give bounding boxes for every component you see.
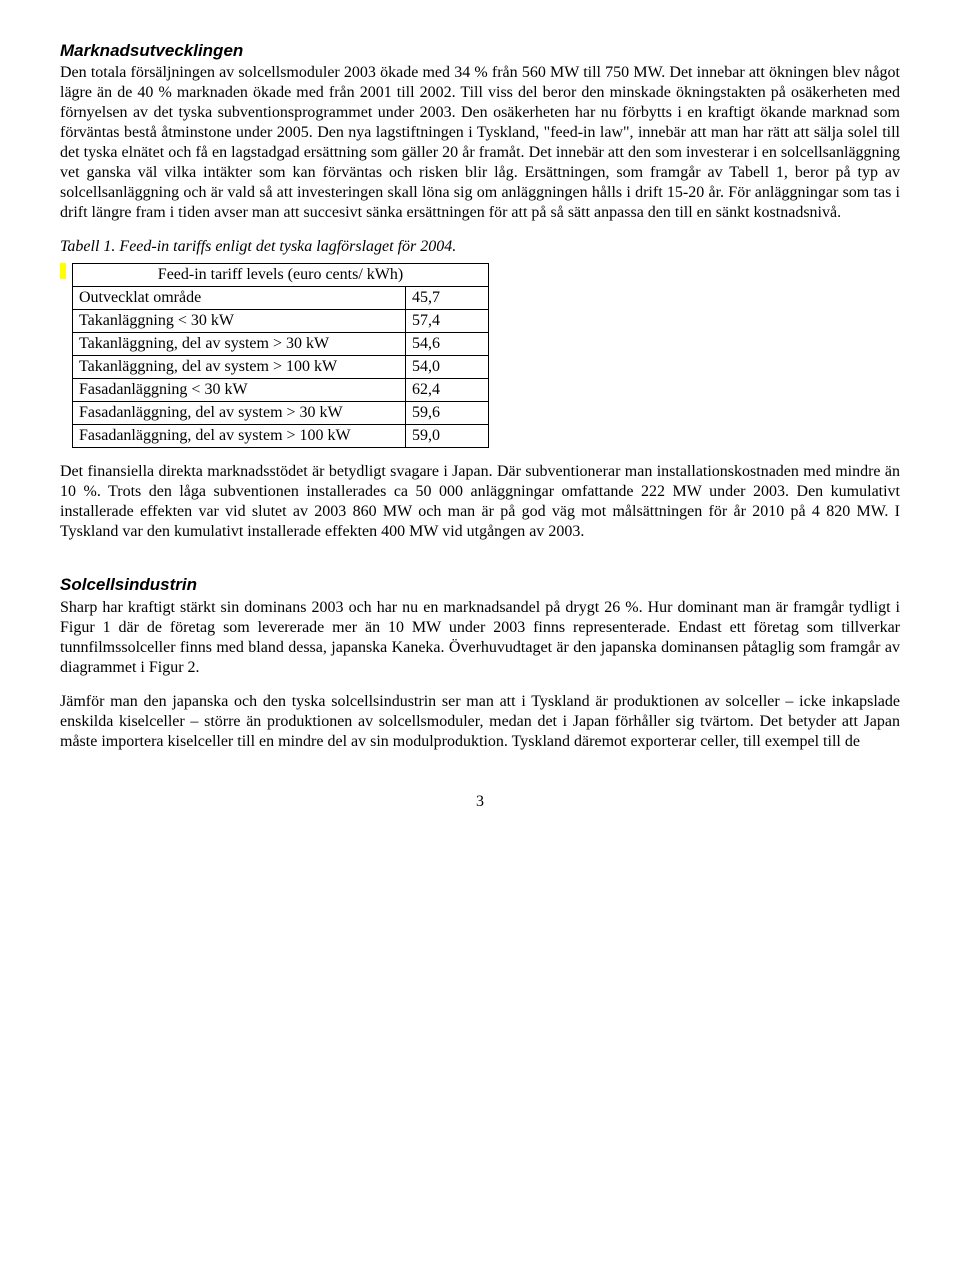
section-heading-marknad: Marknadsutvecklingen [60, 40, 900, 61]
table-cell-value: 62,4 [406, 379, 489, 402]
paragraph-industri: Sharp har kraftigt stärkt sin dominans 2… [60, 598, 900, 678]
table-row: Takanläggning, del av system > 30 kW 54,… [73, 333, 489, 356]
table-cell-value: 59,0 [406, 425, 489, 448]
table-cell-label: Fasadanläggning, del av system > 30 kW [73, 402, 406, 425]
paragraph-marknad: Den totala försäljningen av solcellsmodu… [60, 63, 900, 223]
table-cell-label: Fasadanläggning, del av system > 100 kW [73, 425, 406, 448]
tariff-table-wrap: Feed-in tariff levels (euro cents/ kWh) … [60, 263, 900, 448]
table-cell-label: Fasadanläggning < 30 kW [73, 379, 406, 402]
table-row: Fasadanläggning, del av system > 100 kW … [73, 425, 489, 448]
table-header-row: Feed-in tariff levels (euro cents/ kWh) [73, 264, 489, 287]
table-cell-label: Takanläggning < 30 kW [73, 310, 406, 333]
table-cell-value: 54,6 [406, 333, 489, 356]
table-row: Fasadanläggning, del av system > 30 kW 5… [73, 402, 489, 425]
highlight-marker [60, 263, 66, 279]
paragraph-compare: Jämför man den japanska och den tyska so… [60, 692, 900, 752]
section-heading-industri: Solcellsindustrin [60, 574, 900, 595]
table-caption: Tabell 1. Feed-in tariffs enligt det tys… [60, 237, 900, 257]
table-row: Fasadanläggning < 30 kW 62,4 [73, 379, 489, 402]
page-number: 3 [60, 792, 900, 812]
table-cell-label: Takanläggning, del av system > 100 kW [73, 356, 406, 379]
paragraph-japan: Det finansiella direkta marknadsstödet ä… [60, 462, 900, 542]
table-cell-value: 57,4 [406, 310, 489, 333]
table-row: Takanläggning < 30 kW 57,4 [73, 310, 489, 333]
table-row: Takanläggning, del av system > 100 kW 54… [73, 356, 489, 379]
table-cell-label: Takanläggning, del av system > 30 kW [73, 333, 406, 356]
table-cell-value: 45,7 [406, 287, 489, 310]
tariff-table: Feed-in tariff levels (euro cents/ kWh) … [72, 263, 489, 448]
table-cell-value: 54,0 [406, 356, 489, 379]
table-cell-label: Outvecklat område [73, 287, 406, 310]
table-header: Feed-in tariff levels (euro cents/ kWh) [73, 264, 489, 287]
table-row: Outvecklat område 45,7 [73, 287, 489, 310]
table-cell-value: 59,6 [406, 402, 489, 425]
